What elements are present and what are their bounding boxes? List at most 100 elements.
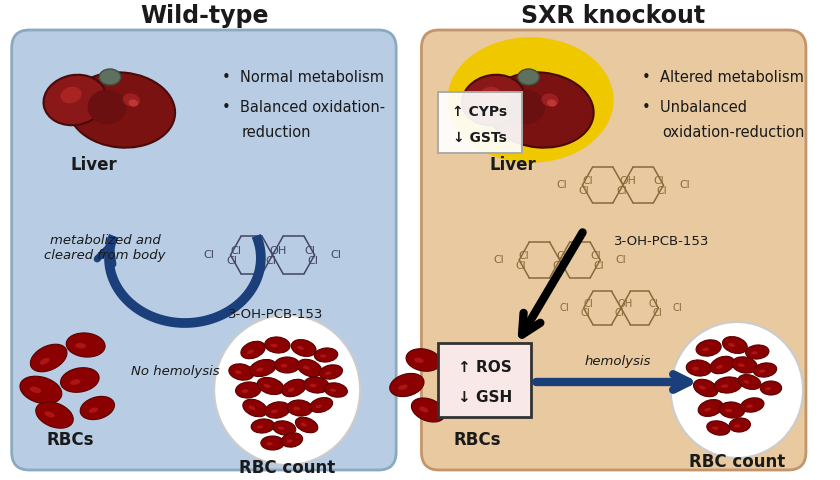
Ellipse shape: [129, 99, 139, 107]
Text: Cl: Cl: [583, 300, 593, 310]
Text: Cl: Cl: [616, 255, 627, 265]
Text: metabolized and
cleared from body: metabolized and cleared from body: [45, 234, 165, 262]
Ellipse shape: [304, 377, 329, 393]
Ellipse shape: [715, 377, 742, 393]
Text: Cl: Cl: [616, 186, 627, 196]
Ellipse shape: [692, 367, 699, 371]
Ellipse shape: [286, 440, 292, 443]
Text: Cl: Cl: [654, 176, 664, 186]
Text: Cl: Cl: [590, 251, 601, 261]
Ellipse shape: [70, 379, 81, 385]
Ellipse shape: [291, 339, 316, 357]
Ellipse shape: [419, 407, 428, 412]
Ellipse shape: [249, 406, 255, 410]
Ellipse shape: [320, 354, 327, 358]
Text: RBCs: RBCs: [46, 431, 94, 449]
Text: ↓ GSTs: ↓ GSTs: [453, 131, 507, 145]
Ellipse shape: [717, 365, 723, 369]
Ellipse shape: [30, 344, 67, 372]
Text: SXR knockout: SXR knockout: [521, 4, 706, 28]
Ellipse shape: [747, 405, 753, 408]
Ellipse shape: [698, 399, 723, 417]
Ellipse shape: [76, 343, 86, 348]
Text: Wild-type: Wild-type: [140, 4, 269, 28]
Text: •  Unbalanced: • Unbalanced: [643, 100, 748, 115]
Ellipse shape: [728, 343, 735, 347]
FancyBboxPatch shape: [12, 30, 396, 470]
Ellipse shape: [765, 387, 771, 390]
Ellipse shape: [462, 75, 525, 125]
Ellipse shape: [243, 399, 267, 417]
FancyBboxPatch shape: [422, 30, 806, 470]
Ellipse shape: [686, 360, 711, 376]
Text: OH: OH: [556, 251, 573, 261]
FancyBboxPatch shape: [438, 92, 522, 153]
Ellipse shape: [721, 384, 728, 388]
Text: Liver: Liver: [490, 156, 537, 174]
Ellipse shape: [270, 344, 278, 348]
Ellipse shape: [44, 75, 107, 125]
Text: 3-OH-PCB-153: 3-OH-PCB-153: [614, 235, 710, 248]
Text: Cl: Cl: [493, 255, 504, 265]
Ellipse shape: [293, 407, 300, 410]
Ellipse shape: [450, 40, 611, 160]
Circle shape: [214, 315, 360, 465]
Ellipse shape: [265, 402, 290, 418]
Text: OH: OH: [269, 246, 286, 256]
Text: Cl: Cl: [582, 176, 593, 186]
Ellipse shape: [738, 363, 745, 367]
Ellipse shape: [281, 379, 306, 397]
Text: Cl: Cl: [579, 186, 590, 196]
Ellipse shape: [547, 99, 557, 107]
Text: ↑ ROS: ↑ ROS: [458, 360, 512, 375]
Ellipse shape: [89, 408, 98, 413]
Ellipse shape: [751, 351, 758, 355]
Text: RBC count: RBC count: [239, 459, 335, 477]
Ellipse shape: [743, 380, 749, 384]
Ellipse shape: [247, 350, 254, 354]
Text: Cl: Cl: [304, 246, 315, 256]
Ellipse shape: [29, 386, 41, 393]
Ellipse shape: [760, 381, 781, 395]
Text: Cl: Cl: [519, 251, 529, 261]
Text: •  Balanced oxidation-: • Balanced oxidation-: [222, 100, 385, 115]
Ellipse shape: [719, 402, 744, 418]
Ellipse shape: [398, 384, 407, 390]
Ellipse shape: [36, 402, 73, 428]
Ellipse shape: [316, 405, 322, 408]
Ellipse shape: [80, 396, 114, 420]
Ellipse shape: [87, 89, 127, 124]
Ellipse shape: [271, 409, 278, 413]
Ellipse shape: [541, 94, 559, 107]
Text: Cl: Cl: [307, 256, 318, 266]
Ellipse shape: [257, 425, 263, 429]
Text: RBCs: RBCs: [454, 431, 501, 449]
Text: No hemolysis: No hemolysis: [131, 365, 219, 378]
Ellipse shape: [235, 382, 261, 398]
Text: Cl: Cl: [516, 261, 526, 271]
Text: Cl: Cl: [331, 250, 342, 260]
Ellipse shape: [297, 346, 304, 350]
Ellipse shape: [251, 419, 275, 433]
Text: Cl: Cl: [203, 250, 214, 260]
Ellipse shape: [275, 357, 300, 373]
Text: oxidation-reduction: oxidation-reduction: [662, 125, 804, 140]
Text: Cl: Cl: [649, 300, 659, 310]
Ellipse shape: [296, 417, 318, 433]
Ellipse shape: [412, 398, 445, 422]
Text: Cl: Cl: [580, 308, 590, 318]
Ellipse shape: [273, 421, 296, 435]
Text: ↑ CYPs: ↑ CYPs: [452, 105, 507, 119]
Ellipse shape: [329, 388, 336, 392]
Ellipse shape: [256, 368, 264, 372]
Text: Cl: Cl: [227, 256, 238, 266]
Text: Cl: Cl: [265, 256, 276, 266]
Ellipse shape: [281, 433, 302, 447]
Text: 3-OH-PCB-153: 3-OH-PCB-153: [228, 308, 323, 321]
Ellipse shape: [310, 397, 333, 412]
Ellipse shape: [406, 349, 441, 371]
Ellipse shape: [710, 356, 734, 374]
Ellipse shape: [487, 72, 594, 148]
Ellipse shape: [242, 389, 249, 393]
Text: Cl: Cl: [652, 308, 662, 318]
